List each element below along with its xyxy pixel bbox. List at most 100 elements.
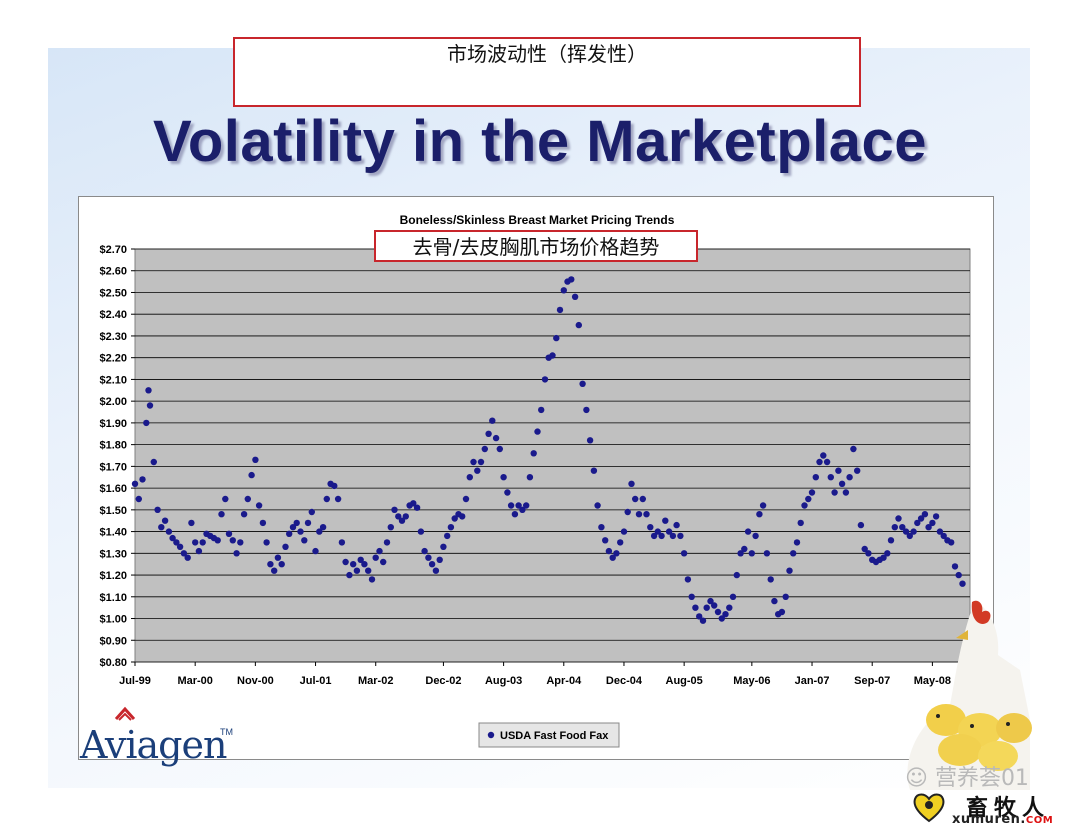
brand-url: xumuren.COM (952, 812, 1053, 827)
data-point (316, 528, 323, 535)
data-point (282, 543, 289, 550)
data-point (744, 528, 752, 535)
data-point (711, 602, 718, 609)
data-point (948, 539, 955, 546)
data-point (812, 474, 819, 481)
data-point (632, 495, 639, 503)
data-point (263, 539, 270, 546)
data-point (673, 521, 680, 529)
data-point (650, 532, 658, 540)
data-point (665, 528, 673, 535)
data-point (462, 495, 470, 503)
data-point (617, 539, 624, 546)
y-tick-label: $1.20 (99, 570, 127, 582)
data-point (165, 528, 173, 535)
data-point (801, 502, 808, 509)
x-tick-label: Dec-04 (606, 675, 643, 687)
y-tick-label: $1.60 (99, 483, 127, 495)
data-point (515, 502, 522, 509)
data-point (492, 434, 500, 442)
data-point (161, 517, 169, 524)
data-point (703, 604, 710, 611)
data-point (139, 476, 146, 483)
data-point (447, 524, 455, 531)
data-point (248, 471, 255, 479)
data-point (895, 515, 902, 522)
data-point (169, 534, 176, 542)
data-point (440, 543, 447, 550)
data-point (820, 452, 827, 459)
data-point (733, 571, 740, 579)
data-point (237, 539, 244, 546)
data-point (395, 513, 402, 520)
data-point (485, 430, 492, 437)
y-tick-label: $2.40 (99, 309, 127, 321)
data-point (383, 539, 391, 546)
brand-name: 畜牧人 (966, 795, 1051, 821)
data-point (887, 537, 895, 544)
data-point (823, 458, 831, 466)
data-point (594, 502, 601, 509)
data-point (658, 532, 665, 540)
y-tick-label: $2.60 (99, 266, 127, 278)
y-tick-label: $1.50 (99, 505, 127, 517)
data-point (158, 524, 165, 531)
x-tick-label: May-08 (914, 675, 951, 687)
data-point (921, 511, 929, 518)
data-point (925, 524, 932, 531)
y-tick-label: $2.70 (99, 244, 127, 256)
data-point (549, 352, 556, 359)
data-point (274, 554, 282, 561)
data-point (150, 458, 157, 466)
data-point (143, 419, 150, 427)
data-point (331, 482, 338, 490)
data-point (571, 293, 579, 300)
data-point (240, 511, 248, 518)
data-point (402, 513, 409, 520)
data-point (884, 550, 891, 557)
data-point (538, 406, 545, 414)
data-point (259, 519, 267, 527)
data-point (891, 524, 898, 531)
data-point (865, 550, 872, 557)
data-point (861, 545, 868, 553)
data-point (854, 467, 861, 474)
data-point (628, 480, 635, 487)
data-point (195, 547, 203, 555)
data-point (699, 617, 707, 624)
data-point (173, 539, 180, 546)
y-tick-label: $2.10 (99, 374, 127, 386)
data-point (319, 524, 327, 531)
brand-url-tld: COM (1025, 815, 1054, 826)
data-point (729, 593, 737, 600)
data-point (579, 380, 586, 387)
data-point (338, 539, 346, 546)
data-point (850, 445, 857, 453)
data-point (500, 474, 507, 481)
data-point (301, 537, 308, 544)
data-point (496, 445, 503, 453)
data-point (361, 561, 368, 568)
y-tick-label: $2.00 (99, 396, 127, 408)
data-point (936, 528, 944, 535)
data-point (857, 521, 865, 529)
data-point (188, 519, 195, 527)
data-point (372, 554, 379, 561)
data-point (553, 334, 560, 342)
data-point (365, 567, 372, 574)
data-point (763, 550, 771, 557)
data-point (767, 576, 774, 583)
data-point (790, 550, 797, 557)
data-point (146, 402, 154, 409)
data-point (654, 528, 661, 535)
data-point (530, 450, 537, 457)
wechat-icon: ☺ (905, 766, 928, 791)
data-point (902, 528, 910, 535)
data-point (741, 545, 748, 553)
data-point (771, 597, 778, 605)
data-point (756, 511, 763, 518)
data-point (940, 532, 947, 540)
data-point (214, 537, 221, 544)
wechat-watermark: ☺ 营养荟01 (905, 760, 1029, 792)
data-point (575, 321, 582, 329)
